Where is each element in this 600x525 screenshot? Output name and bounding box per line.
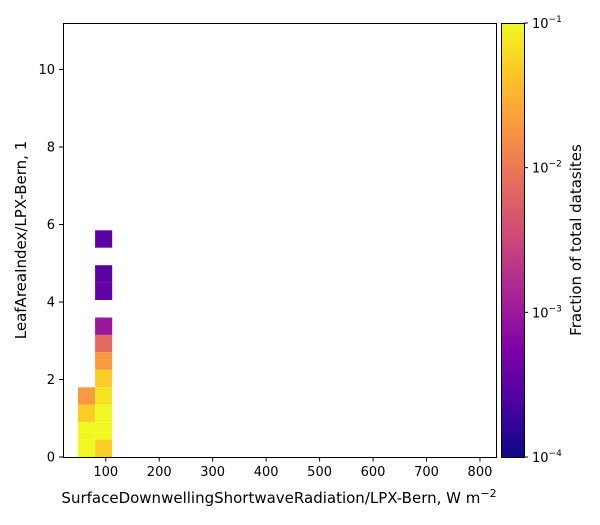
heatmap-cell-5	[95, 422, 113, 440]
heatmap-cell-2	[78, 404, 96, 423]
colorbar-tick-label: 10−2	[532, 160, 562, 177]
plot-frame	[63, 23, 497, 458]
x-tick-label: 800	[468, 465, 493, 480]
heatmap-cell-0	[78, 439, 96, 457]
x-tick-label: 200	[147, 465, 172, 480]
heatmap-cell-7	[95, 387, 113, 405]
heatmap-cell-1	[78, 422, 96, 440]
y-tick-label: 2	[47, 373, 55, 388]
x-axis-label-exponent: −2	[480, 487, 496, 500]
heatmap-cell-8	[95, 369, 113, 388]
x-tick-label: 500	[307, 465, 332, 480]
heatmap-cell-3	[78, 387, 96, 405]
y-axis-label: LeafAreaIndex/LPX-Bern, 1	[12, 141, 30, 339]
x-axis: 100 200 300 400 500 600 700 800	[93, 457, 493, 480]
heatmap-cell-6	[95, 404, 113, 423]
colorbar	[501, 23, 524, 457]
heatmap-cell-13	[95, 265, 113, 283]
y-tick-label: 6	[47, 218, 55, 233]
x-tick-label: 400	[254, 465, 279, 480]
colorbar-frame	[501, 23, 525, 458]
x-axis-label: SurfaceDownwellingShortwaveRadiation/LPX…	[61, 487, 496, 507]
heatmap-cells	[78, 230, 113, 457]
colorbar-tick-label: 10−4	[532, 449, 562, 466]
colorbar-ticks: 10−1 10−2 10−3 10−4	[524, 15, 562, 466]
y-tick-label: 0	[47, 451, 55, 466]
x-tick-label: 300	[200, 465, 225, 480]
colorbar-tick-label: 10−3	[532, 304, 562, 321]
x-tick-label: 700	[414, 465, 439, 480]
x-tick-label: 100	[93, 465, 118, 480]
heatmap-cell-9	[95, 352, 113, 370]
heatmap-cell-11	[95, 317, 113, 335]
y-tick-label: 10	[38, 63, 55, 78]
heatmap-cell-14	[95, 230, 113, 248]
colorbar-tick-label: 10−1	[532, 15, 562, 32]
heatmap-cell-4	[95, 439, 113, 457]
y-tick-label: 4	[47, 296, 55, 311]
y-tick-label: 8	[47, 141, 55, 156]
heatmap-cell-12	[95, 282, 113, 300]
y-axis: 0 2 4 6 8 10	[38, 63, 63, 466]
heatmap-cell-10	[95, 334, 113, 353]
x-tick-label: 600	[361, 465, 386, 480]
colorbar-label: Fraction of total datasites	[567, 144, 585, 336]
